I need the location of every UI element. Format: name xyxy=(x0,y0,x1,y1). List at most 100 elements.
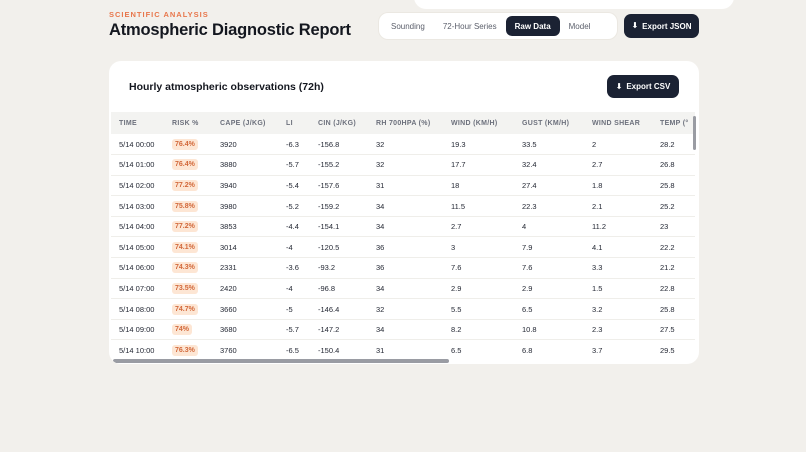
column-header[interactable]: WIND (KM/H) xyxy=(451,119,498,127)
table-cell: 76.4% xyxy=(172,154,220,176)
column-header[interactable]: RH 700HPA (%) xyxy=(376,119,431,127)
tab-raw-data[interactable]: Raw Data xyxy=(505,16,560,36)
table-cell: 1.5 xyxy=(592,278,660,300)
table-cell: 31 xyxy=(376,175,451,197)
risk-badge: 74.1% xyxy=(172,241,198,253)
table-cell: -5.4 xyxy=(286,175,318,197)
table-row[interactable]: 5/14 06:00 74.3% 2331 -3.6 -93.2 36 7.6 7.6 3.3 2… xyxy=(111,257,695,279)
table-cell: 3.3 xyxy=(592,257,660,279)
table-cell: 2 xyxy=(592,134,660,156)
table-cell: 3940 xyxy=(220,175,286,197)
table-cell: -147.2 xyxy=(318,319,376,341)
table-row[interactable]: 5/14 08:00 74.7% 3660 -5 -146.4 32 5.5 6.5 3.2 25… xyxy=(111,298,695,320)
observations-table: TIME RISK % CAPE (J/KG) LI CIN (J/KG) RH… xyxy=(111,112,695,356)
table-cell: -4 xyxy=(286,278,318,300)
table-cell: 34 xyxy=(376,195,451,217)
table-cell: 2.9 xyxy=(451,278,522,300)
export-csv-button[interactable]: ⬇ Export CSV xyxy=(607,75,679,98)
table-row[interactable]: 5/14 05:00 74.1% 3014 -4 -120.5 36 3 7.9 4.1 22.2 xyxy=(111,236,695,259)
column-header[interactable]: CIN (J/KG) xyxy=(318,119,356,127)
table-cell: 34 xyxy=(376,216,451,238)
table-cell: 32 xyxy=(376,154,451,176)
vertical-scrollbar[interactable] xyxy=(693,116,696,150)
column-header[interactable]: CAPE (J/KG) xyxy=(220,119,266,127)
table-row[interactable]: 5/14 03:00 75.8% 3980 -5.2 -159.2 34 11.5 22.3 2… xyxy=(111,195,695,217)
risk-badge: 74% xyxy=(172,324,193,336)
export-csv-label: Export CSV xyxy=(626,82,671,91)
column-header[interactable]: TEMP (° xyxy=(660,119,689,127)
export-json-button[interactable]: ⬇ Export JSON xyxy=(624,14,699,38)
observations-table-scroll[interactable]: TIME RISK % CAPE (J/KG) LI CIN (J/KG) RH… xyxy=(111,112,695,356)
table-cell: 3680 xyxy=(220,319,286,341)
table-row[interactable]: 5/14 07:00 73.5% 2420 -4 -96.8 34 2.9 2.9 1.5 22.… xyxy=(111,278,695,300)
table-cell: 74.1% xyxy=(172,236,220,259)
table-cell: 1.8 xyxy=(592,175,660,197)
risk-badge: 75.8% xyxy=(172,200,198,212)
column-header[interactable]: TIME xyxy=(119,119,137,127)
table-cell: 27.5 xyxy=(660,319,695,341)
table-cell: 28.2 xyxy=(660,134,695,156)
table-cell: 36 xyxy=(376,236,451,259)
table-cell: 29.5 xyxy=(660,339,695,356)
horizontal-scrollbar[interactable] xyxy=(113,359,449,363)
table-row[interactable]: 5/14 09:00 74% 3680 -5.7 -147.2 34 8.2 10.8 2.3 2… xyxy=(111,319,695,341)
table-cell: 22.8 xyxy=(660,278,695,300)
table-cell: 3.7 xyxy=(592,339,660,356)
table-cell: 5/14 00:00 xyxy=(111,134,172,156)
table-cell: -5 xyxy=(286,298,318,320)
table-cell: -93.2 xyxy=(318,257,376,279)
tab-72-hour-series[interactable]: 72-Hour Series xyxy=(442,21,497,31)
tab-model[interactable]: Model xyxy=(568,21,591,31)
table-cell: 4.1 xyxy=(592,236,660,259)
table-cell: 76.4% xyxy=(172,134,220,156)
table-cell: 5/14 06:00 xyxy=(111,257,172,279)
table-cell: 36 xyxy=(376,257,451,279)
column-header[interactable]: GUST (KM/H) xyxy=(522,119,570,127)
table-cell: 74.7% xyxy=(172,298,220,320)
table-cell: -96.8 xyxy=(318,278,376,300)
table-cell: 2.7 xyxy=(451,216,522,238)
table-row[interactable]: 5/14 00:00 76.4% 3920 -6.3 -156.8 32 19.3 33.5 2… xyxy=(111,134,695,156)
table-cell: 5/14 10:00 xyxy=(111,339,172,356)
table-cell: 3853 xyxy=(220,216,286,238)
table-cell: 76.3% xyxy=(172,339,220,356)
table-cell: 6.5 xyxy=(522,298,592,320)
export-json-label: Export JSON xyxy=(642,21,692,31)
page-title: Atmospheric Diagnostic Report xyxy=(109,21,351,39)
column-header[interactable]: LI xyxy=(286,119,293,127)
tab-sounding[interactable]: Sounding xyxy=(391,21,425,31)
table-cell: 2420 xyxy=(220,278,286,300)
table-row[interactable]: 5/14 10:00 76.3% 3760 -6.5 -150.4 31 6.5 6.8 3.7… xyxy=(111,339,695,356)
table-cell: 18 xyxy=(451,175,522,197)
table-cell: -6.3 xyxy=(286,134,318,156)
table-cell: 22.2 xyxy=(660,236,695,259)
table-cell: -4 xyxy=(286,236,318,259)
table-cell: 3760 xyxy=(220,339,286,356)
column-header[interactable]: RISK % xyxy=(172,119,199,127)
table-cell: 10.8 xyxy=(522,319,592,341)
risk-badge: 77.2% xyxy=(172,179,198,191)
table-cell: -5.7 xyxy=(286,154,318,176)
table-cell: 32.4 xyxy=(522,154,592,176)
risk-badge: 76.4% xyxy=(172,138,198,150)
table-cell: 3920 xyxy=(220,134,286,156)
table-cell: -4.4 xyxy=(286,216,318,238)
table-cell: 3.2 xyxy=(592,298,660,320)
table-cell: 5/14 09:00 xyxy=(111,319,172,341)
table-cell: -120.5 xyxy=(318,236,376,259)
table-cell: 2.1 xyxy=(592,195,660,217)
table-cell: 25.2 xyxy=(660,195,695,217)
column-header[interactable]: WIND SHEAR xyxy=(592,119,641,127)
table-cell: -157.6 xyxy=(318,175,376,197)
card-title: Hourly atmospheric observations (72h) xyxy=(129,81,324,93)
table-row[interactable]: 5/14 02:00 77.2% 3940 -5.4 -157.6 31 18 27.4 1.8… xyxy=(111,175,695,197)
table-cell: 27.4 xyxy=(522,175,592,197)
table-row[interactable]: 5/14 01:00 76.4% 3880 -5.7 -155.2 32 17.7 32.4 2… xyxy=(111,154,695,176)
table-cell: 2.3 xyxy=(592,319,660,341)
table-cell: 34 xyxy=(376,319,451,341)
table-row[interactable]: 5/14 04:00 77.2% 3853 -4.4 -154.1 34 2.7 4 11.2 2… xyxy=(111,216,695,238)
table-cell: 26.8 xyxy=(660,154,695,176)
observations-card: Hourly atmospheric observations (72h) ⬇ … xyxy=(109,61,699,364)
table-cell: 11.5 xyxy=(451,195,522,217)
table-cell: 3660 xyxy=(220,298,286,320)
